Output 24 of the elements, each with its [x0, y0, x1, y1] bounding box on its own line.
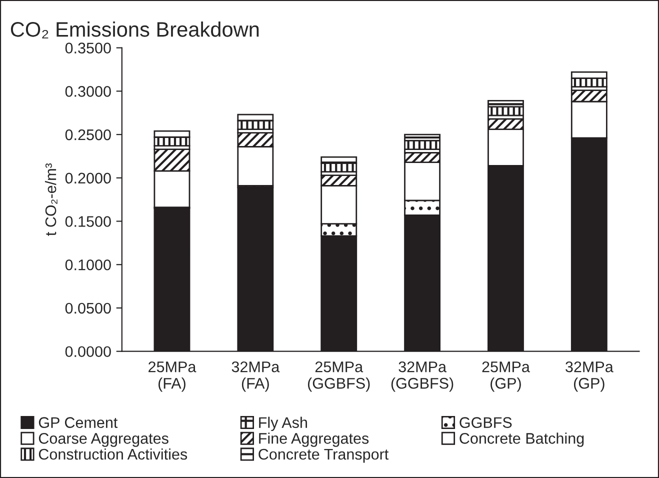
legend-label: Fine Aggregates	[259, 432, 369, 447]
y-tick-label: 0.3000	[65, 86, 111, 97]
legend-label: Fly Ash	[259, 416, 307, 432]
y-tick-label: 0.2500	[65, 129, 111, 140]
x-tick-label: 32MPa (FA)	[232, 361, 280, 392]
legend-label: Construction Activities	[38, 448, 188, 460]
y-axis-title: t CO₂-e/m³	[44, 163, 58, 236]
legend-label: Coarse Aggregates	[38, 433, 168, 447]
x-tick-label: 25MPa (GP)	[482, 361, 530, 392]
x-tick-label: 32MPa (GGBFS)	[391, 361, 454, 392]
y-tick-label: 0.3500	[65, 42, 111, 54]
y-tick-label: 0.1000	[65, 259, 111, 270]
y-tick-label: 0.0000	[65, 346, 111, 358]
y-tick-label: 0.2000	[65, 172, 111, 184]
legend-label: Concrete Transport	[258, 448, 389, 463]
x-tick-label: 25MPa (FA)	[148, 361, 196, 392]
x-tick-label: 25MPa (GGBFS)	[308, 361, 370, 392]
legend-label: GP Cement	[38, 417, 118, 428]
chart-title: CO₂ Emissions Breakdown	[10, 22, 259, 38]
y-tick-label: 0.0500	[65, 302, 111, 314]
x-tick-label: 32MPa (GP)	[566, 361, 614, 392]
legend-label: GGBFS	[460, 417, 512, 428]
y-tick-label: 0.1500	[65, 216, 111, 227]
legend-label: Concrete Batching	[460, 432, 584, 447]
